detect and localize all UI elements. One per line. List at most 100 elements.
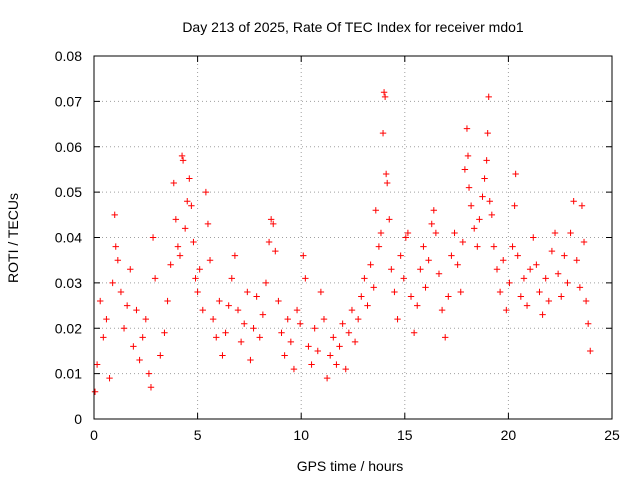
- data-point: [428, 220, 435, 228]
- data-point: [463, 125, 471, 132]
- data-point: [123, 302, 131, 309]
- x-tick-label: 5: [194, 427, 202, 443]
- data-point: [97, 297, 104, 305]
- data-point: [265, 238, 273, 246]
- data-point: [370, 284, 377, 291]
- data-point: [457, 288, 464, 296]
- data-point: [170, 179, 177, 187]
- data-point: [512, 170, 519, 178]
- data-point: [196, 266, 203, 273]
- data-point: [181, 225, 189, 232]
- data-point: [241, 320, 248, 327]
- data-point: [139, 334, 146, 341]
- data-point: [281, 352, 288, 359]
- data-point: [302, 275, 309, 282]
- axis-ticks: [93, 55, 613, 420]
- data-point: [275, 297, 282, 305]
- data-point: [397, 252, 404, 259]
- y-tick-label: 0.06: [55, 139, 82, 155]
- x-tick-label: 25: [604, 427, 620, 443]
- data-point: [377, 229, 385, 237]
- data-point: [391, 288, 398, 296]
- data-point: [375, 243, 383, 250]
- data-point: [465, 184, 473, 191]
- data-point: [194, 288, 201, 296]
- data-point: [178, 152, 186, 160]
- data-point: [474, 243, 481, 250]
- data-point: [199, 306, 206, 314]
- x-tick-label: 20: [501, 427, 517, 443]
- data-point: [570, 198, 577, 205]
- data-point: [410, 329, 418, 336]
- data-point: [533, 261, 540, 268]
- data-point: [445, 293, 452, 300]
- data-point: [293, 306, 301, 314]
- data-point: [234, 306, 242, 314]
- data-point: [247, 356, 254, 364]
- data-point: [354, 315, 362, 323]
- y-tick-label: 0.04: [55, 230, 82, 246]
- data-point: [278, 329, 285, 336]
- data-point: [584, 320, 592, 327]
- data-point: [481, 175, 488, 182]
- data-point: [425, 256, 432, 264]
- data-point: [103, 315, 110, 323]
- data-point: [112, 243, 119, 250]
- data-point: [244, 288, 251, 296]
- data-point: [367, 261, 374, 268]
- data-point: [383, 179, 391, 187]
- y-tick-label: 0.08: [55, 48, 82, 64]
- data-point: [573, 256, 580, 264]
- grid-lines: [94, 56, 612, 419]
- data-point: [561, 252, 568, 259]
- data-point: [311, 325, 318, 332]
- data-point: [506, 279, 513, 287]
- data-point: [262, 279, 270, 287]
- data-point: [564, 279, 571, 287]
- data-point: [120, 325, 128, 332]
- data-point: [336, 343, 343, 350]
- data-point: [100, 334, 107, 341]
- data-point: [461, 166, 469, 173]
- data-point: [388, 266, 395, 273]
- chart-title: Day 213 of 2025, Rate Of TEC Index for r…: [182, 19, 524, 35]
- data-point: [142, 315, 149, 323]
- x-tick-label: 0: [90, 427, 98, 443]
- data-point: [91, 388, 99, 395]
- data-point: [539, 311, 546, 318]
- data-point: [576, 284, 584, 291]
- data-point: [509, 243, 516, 250]
- data-point: [237, 338, 245, 346]
- data-point: [364, 302, 371, 309]
- data-point: [314, 347, 321, 355]
- data-point: [174, 243, 182, 250]
- data-point: [317, 288, 325, 296]
- data-point: [117, 288, 125, 296]
- data-point: [454, 261, 461, 268]
- data-point: [290, 365, 298, 373]
- data-point: [379, 129, 387, 137]
- data-point: [430, 207, 438, 214]
- data-point: [157, 352, 164, 359]
- data-point: [345, 329, 353, 336]
- data-point: [420, 243, 427, 250]
- data-point: [554, 270, 562, 277]
- data-point: [348, 306, 356, 314]
- data-point: [394, 315, 401, 323]
- data-point: [514, 252, 521, 259]
- data-point: [209, 315, 217, 323]
- data-point: [136, 356, 143, 364]
- data-point: [219, 352, 226, 359]
- data-point: [164, 297, 171, 305]
- data-point: [320, 315, 328, 323]
- data-point: [464, 152, 472, 160]
- data-point: [256, 334, 263, 341]
- data-point: [184, 198, 191, 205]
- data-point: [451, 229, 458, 237]
- data-point: [511, 202, 518, 209]
- data-point: [151, 275, 159, 282]
- data-point: [551, 229, 559, 237]
- data-point: [490, 243, 498, 250]
- data-point: [417, 266, 424, 273]
- data-point: [250, 325, 257, 332]
